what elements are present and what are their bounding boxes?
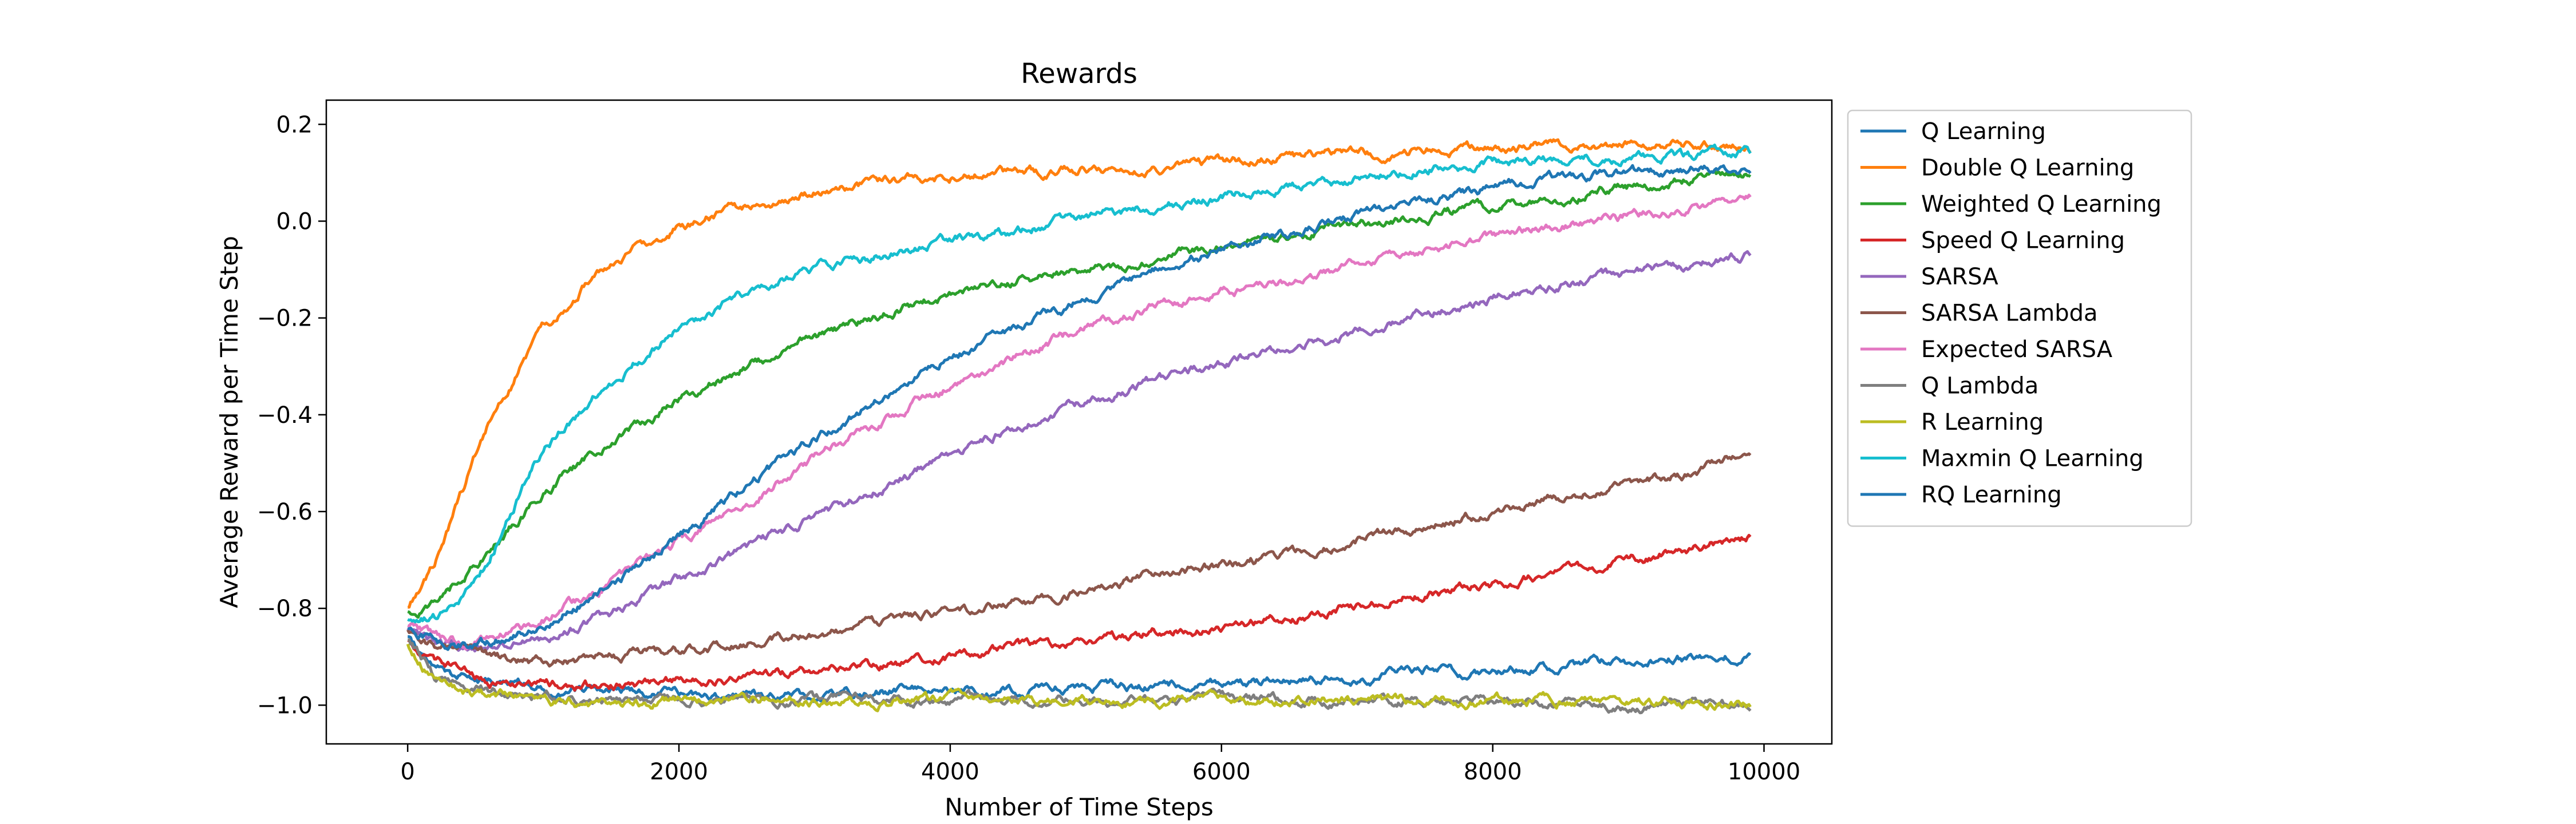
x-tick-label: 4000 [921, 759, 979, 785]
legend-label: Maxmin Q Learning [1921, 446, 2144, 472]
series-line [408, 138, 1752, 609]
plot-frame [325, 99, 1833, 745]
legend-label: SARSA [1921, 264, 1998, 290]
series-layer [406, 138, 1752, 715]
series-line [408, 635, 1752, 703]
y-tick-label: −1.0 [257, 692, 313, 719]
legend-label: Expected SARSA [1921, 336, 2113, 363]
legend-box [1847, 109, 2192, 527]
x-tick-label: 0 [400, 759, 414, 785]
legend-label: Q Learning [1921, 118, 2046, 145]
series-line [406, 250, 1752, 653]
series-line [407, 169, 1752, 619]
legend-label: Double Q Learning [1921, 155, 2134, 181]
legend-label: SARSA Lambda [1921, 300, 2098, 327]
legend-label: Q Lambda [1921, 373, 2038, 399]
y-tick-label: 0.2 [276, 112, 313, 138]
y-tick-label: −0.4 [257, 402, 313, 429]
legend-label: R Learning [1921, 409, 2044, 435]
x-tick-label: 10000 [1728, 759, 1800, 785]
series-line [407, 143, 1752, 624]
legend-label: Speed Q Learning [1921, 228, 2125, 254]
x-tick-label: 2000 [650, 759, 708, 785]
series-line [407, 638, 1752, 715]
y-tick-label: −0.6 [257, 499, 313, 525]
series-line [406, 452, 1752, 668]
x-axis-title: Number of Time Steps [945, 793, 1214, 821]
y-tick-label: −0.8 [257, 596, 313, 622]
y-axis: −1.0 −0.8 −0.6 −0.4 −0.2 0.0 0.2 [257, 112, 326, 719]
y-tick-label: −0.2 [257, 306, 313, 332]
series-line [406, 643, 1752, 712]
legend-label: Weighted Q Learning [1921, 191, 2162, 217]
y-tick-label: 0.0 [276, 208, 313, 235]
x-tick-label: 8000 [1464, 759, 1522, 785]
plot-area: 0 2000 4000 6000 8000 10000 −1.0−0.8−0.6−0.4−… [257, 99, 1833, 785]
legend: Q Learning Double Q Learning Weighted Q Le… [1847, 109, 2192, 527]
series-line [407, 533, 1752, 692]
y-axis-title: Average Reward per Time Step [215, 236, 243, 608]
series-line [408, 164, 1752, 651]
x-tick-label: 6000 [1192, 759, 1251, 785]
chart-title: Rewards [1021, 58, 1137, 90]
x-axis: 0 2000 4000 6000 8000 10000 [400, 744, 1800, 785]
legend-label: RQ Learning [1921, 482, 2062, 508]
